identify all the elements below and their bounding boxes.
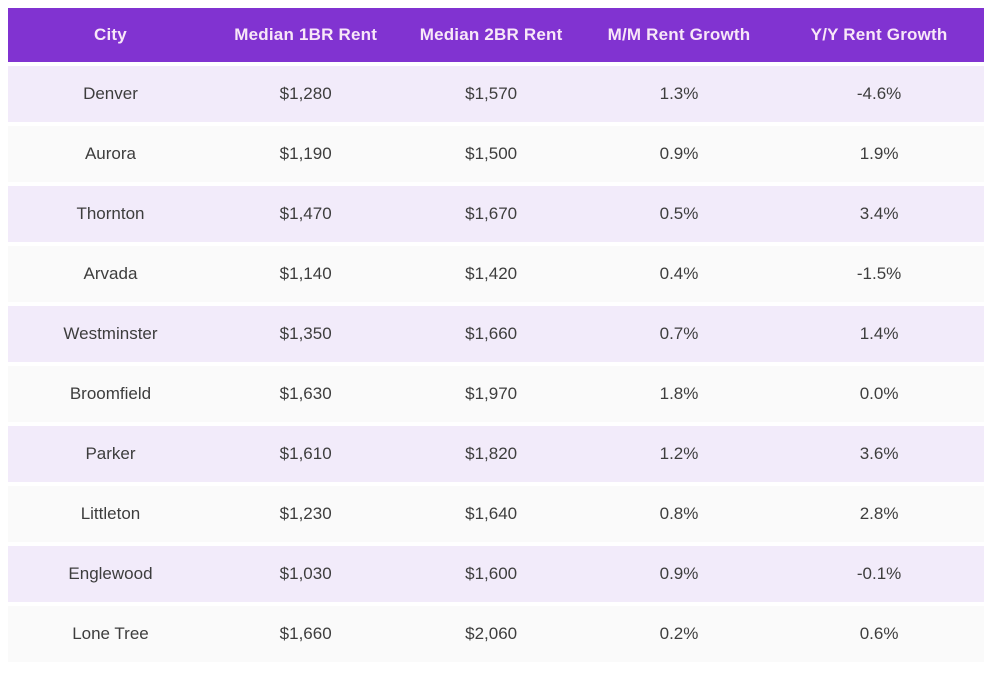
median-2br-rent-cell: $1,670	[398, 186, 584, 242]
median-1br-rent-cell: $1,280	[212, 66, 399, 122]
city-cell: Thornton	[8, 186, 213, 242]
yy-rent-growth-cell: 0.6%	[774, 606, 984, 662]
mm-rent-growth-cell: 0.7%	[583, 306, 775, 362]
yy-rent-growth-cell: 1.9%	[774, 126, 984, 182]
table-row: Westminster $1,350 $1,660 0.7% 1.4%	[8, 306, 984, 362]
mm-rent-growth-cell: 1.8%	[583, 366, 775, 422]
yy-rent-growth-cell: 3.4%	[774, 186, 984, 242]
table-row: Aurora $1,190 $1,500 0.9% 1.9%	[8, 126, 984, 182]
median-1br-rent-cell: $1,230	[212, 486, 399, 542]
mm-rent-growth-cell: 0.2%	[583, 606, 775, 662]
city-cell: Westminster	[8, 306, 213, 362]
median-2br-rent-cell: $1,660	[398, 306, 584, 362]
table-row: Arvada $1,140 $1,420 0.4% -1.5%	[8, 246, 984, 302]
city-cell: Lone Tree	[8, 606, 213, 662]
table-body: Denver $1,280 $1,570 1.3% -4.6% Aurora $1,190 $…	[8, 66, 984, 662]
table-row: Thornton $1,470 $1,670 0.5% 3.4%	[8, 186, 984, 242]
median-1br-rent-cell: $1,350	[212, 306, 399, 362]
city-cell: Parker	[8, 426, 213, 482]
yy-rent-growth-cell: 0.0%	[774, 366, 984, 422]
city-cell: Englewood	[8, 546, 213, 602]
median-2br-rent-cell: $1,640	[398, 486, 584, 542]
column-header-median-2br-rent: Median 2BR Rent	[398, 8, 584, 62]
column-header-yy-rent-growth: Y/Y Rent Growth	[774, 8, 984, 62]
yy-rent-growth-cell: -1.5%	[774, 246, 984, 302]
median-1br-rent-cell: $1,030	[212, 546, 399, 602]
median-2br-rent-cell: $1,970	[398, 366, 584, 422]
median-1br-rent-cell: $1,140	[212, 246, 399, 302]
mm-rent-growth-cell: 0.4%	[583, 246, 775, 302]
mm-rent-growth-cell: 1.2%	[583, 426, 775, 482]
column-header-median-1br-rent: Median 1BR Rent	[212, 8, 399, 62]
table-row: Denver $1,280 $1,570 1.3% -4.6%	[8, 66, 984, 122]
mm-rent-growth-cell: 0.9%	[583, 126, 775, 182]
city-cell: Denver	[8, 66, 213, 122]
median-2br-rent-cell: $1,500	[398, 126, 584, 182]
yy-rent-growth-cell: 2.8%	[774, 486, 984, 542]
median-1br-rent-cell: $1,630	[212, 366, 399, 422]
mm-rent-growth-cell: 0.8%	[583, 486, 775, 542]
mm-rent-growth-cell: 1.3%	[583, 66, 775, 122]
median-1br-rent-cell: $1,190	[212, 126, 399, 182]
column-header-mm-rent-growth: M/M Rent Growth	[583, 8, 775, 62]
median-2br-rent-cell: $1,570	[398, 66, 584, 122]
median-1br-rent-cell: $1,610	[212, 426, 399, 482]
yy-rent-growth-cell: 3.6%	[774, 426, 984, 482]
city-cell: Littleton	[8, 486, 213, 542]
yy-rent-growth-cell: -4.6%	[774, 66, 984, 122]
table-header-row: City Median 1BR Rent Median 2BR Rent M/M…	[8, 8, 984, 62]
mm-rent-growth-cell: 0.9%	[583, 546, 775, 602]
table-row: Lone Tree $1,660 $2,060 0.2% 0.6%	[8, 606, 984, 662]
median-1br-rent-cell: $1,470	[212, 186, 399, 242]
table-row: Littleton $1,230 $1,640 0.8% 2.8%	[8, 486, 984, 542]
mm-rent-growth-cell: 0.5%	[583, 186, 775, 242]
median-2br-rent-cell: $1,600	[398, 546, 584, 602]
city-cell: Aurora	[8, 126, 213, 182]
column-header-city: City	[8, 8, 213, 62]
median-2br-rent-cell: $2,060	[398, 606, 584, 662]
table-row: Englewood $1,030 $1,600 0.9% -0.1%	[8, 546, 984, 602]
city-cell: Broomfield	[8, 366, 213, 422]
median-1br-rent-cell: $1,660	[212, 606, 399, 662]
table-header: City Median 1BR Rent Median 2BR Rent M/M…	[8, 8, 984, 62]
median-2br-rent-cell: $1,420	[398, 246, 584, 302]
table-row: Broomfield $1,630 $1,970 1.8% 0.0%	[8, 366, 984, 422]
city-cell: Arvada	[8, 246, 213, 302]
median-2br-rent-cell: $1,820	[398, 426, 584, 482]
yy-rent-growth-cell: -0.1%	[774, 546, 984, 602]
table-row: Parker $1,610 $1,820 1.2% 3.6%	[8, 426, 984, 482]
yy-rent-growth-cell: 1.4%	[774, 306, 984, 362]
rent-data-table: City Median 1BR Rent Median 2BR Rent M/M…	[8, 4, 984, 666]
